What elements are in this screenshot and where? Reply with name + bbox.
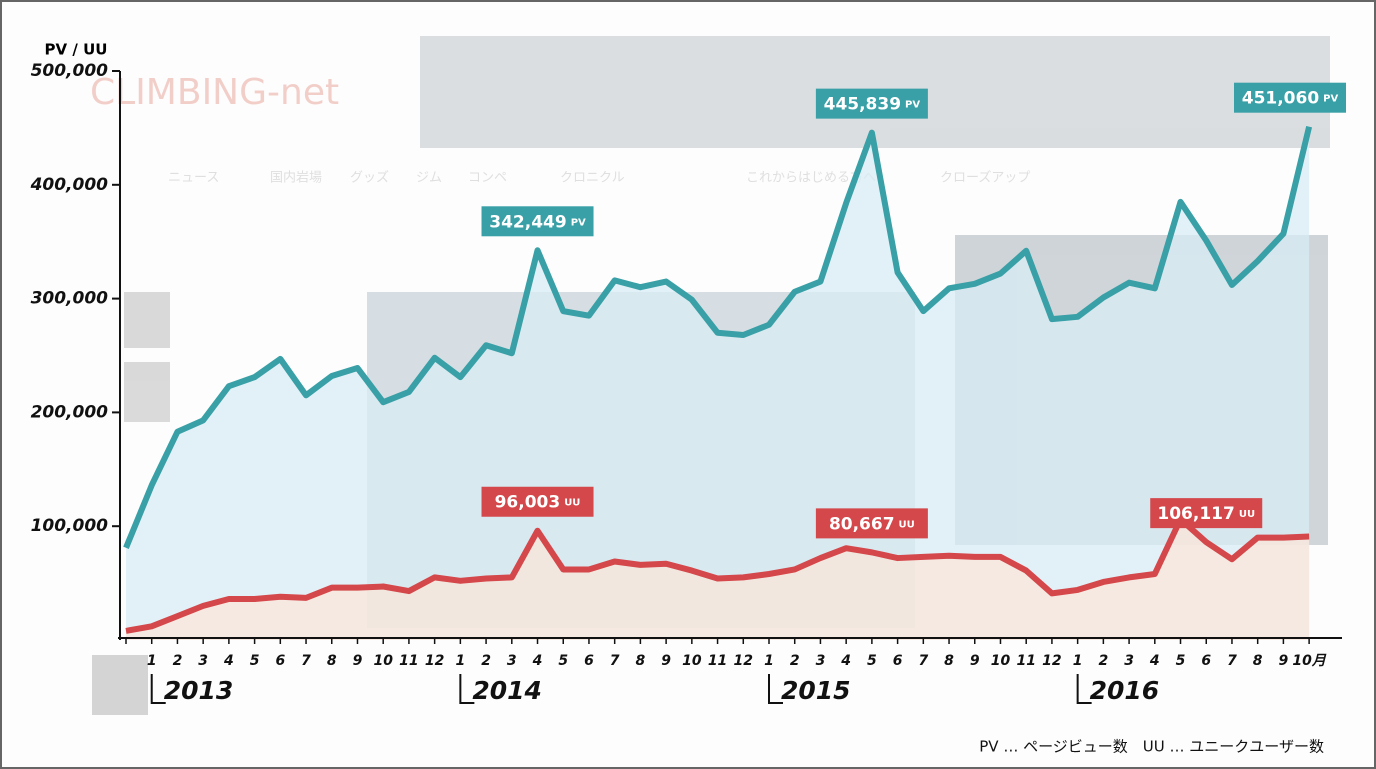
logo: CLIMBING-net: [90, 72, 339, 113]
x-tick-label: 10月: [1292, 653, 1326, 669]
y-tick-label: 300,000: [31, 289, 109, 309]
x-tick-label: 1: [455, 653, 465, 669]
x-tick-label: 6: [1201, 653, 1211, 669]
x-tick-label: 12: [1042, 653, 1061, 669]
x-tick-label: 2: [790, 653, 800, 669]
year-label: 2014: [472, 676, 542, 705]
x-tick-label: 9: [661, 653, 671, 669]
x-tick-label: 1: [147, 653, 157, 669]
x-tick-label: 11: [1016, 653, 1035, 669]
thumb: [92, 655, 148, 715]
value-label-unit: PV: [571, 217, 586, 228]
x-tick-label: 3: [816, 653, 826, 669]
x-tick-label: 5: [558, 653, 568, 669]
x-tick-label: 6: [584, 653, 594, 669]
year-label: 2015: [781, 676, 851, 705]
x-tick-label: 5: [867, 653, 877, 669]
x-tick-label: 11: [708, 653, 727, 669]
x-tick-label: 2: [1098, 653, 1108, 669]
x-tick-label: 8: [636, 653, 646, 669]
nav-item: クローズアップ: [940, 170, 1030, 186]
year-label: 2016: [1090, 676, 1160, 705]
nav-item: グッズ: [350, 170, 389, 186]
nav-item: クロニクル: [560, 171, 625, 186]
x-tick-label: 11: [399, 653, 418, 669]
x-tick-label: 9: [1279, 653, 1289, 669]
x-tick-label: 10: [682, 653, 702, 669]
nav-item: ジム: [416, 171, 442, 186]
x-tick-label: 12: [734, 653, 753, 669]
value-label-number: 445,839: [824, 95, 901, 115]
thumb: [124, 292, 170, 348]
x-tick-label: 10: [373, 653, 393, 669]
nav-item: ニュース: [168, 171, 219, 186]
x-tick-label: 2: [173, 653, 183, 669]
y-axis-label: PV / UU: [45, 41, 108, 59]
value-label-number: 342,449: [489, 212, 566, 232]
x-tick-label: 4: [840, 653, 851, 669]
value-label-unit: UU: [899, 519, 915, 530]
value-label-number: 106,117: [1157, 504, 1234, 524]
value-label-number: 96,003: [495, 493, 561, 513]
x-tick-label: 8: [1253, 653, 1263, 669]
x-tick-label: 7: [918, 653, 928, 669]
x-tick-label: 7: [1227, 653, 1237, 669]
x-tick-label: 8: [944, 653, 954, 669]
value-label-unit: PV: [905, 100, 920, 111]
x-tick-label: 7: [301, 653, 311, 669]
y-tick-label: 200,000: [31, 402, 109, 422]
value-label-number: 80,667: [829, 514, 895, 534]
x-tick-label: 6: [893, 653, 903, 669]
y-tick-label: 400,000: [30, 175, 109, 195]
x-tick-label: 5: [1176, 653, 1186, 669]
x-tick-label: 6: [275, 653, 285, 669]
x-tick-label: 9: [970, 653, 980, 669]
x-tick-label: 9: [353, 653, 363, 669]
year-label: 2013: [164, 676, 234, 705]
y-tick-label: 500,000: [31, 61, 109, 81]
x-tick-label: 12: [425, 653, 444, 669]
x-tick-label: 4: [223, 653, 234, 669]
x-tick-label: 4: [532, 653, 543, 669]
thumb: [124, 362, 170, 422]
x-tick-label: 2: [481, 653, 491, 669]
value-label-number: 451,060: [1242, 89, 1320, 109]
x-tick-label: 4: [1149, 653, 1160, 669]
value-label-unit: UU: [1239, 509, 1255, 520]
x-tick-label: 3: [198, 653, 208, 669]
value-label-unit: PV: [1323, 94, 1338, 105]
x-tick-label: 1: [764, 653, 774, 669]
nav-item: 国内岩場: [270, 170, 322, 186]
x-tick-label: 3: [507, 653, 517, 669]
x-tick-label: 10: [991, 653, 1011, 669]
y-tick-label: 100,000: [31, 516, 109, 536]
x-tick-label: 1: [1073, 653, 1083, 669]
chart: CLIMBING-net ニュース国内岩場グッズジムコンペクロニクルこれからはじ…: [0, 0, 1376, 769]
x-tick-label: 3: [1124, 653, 1134, 669]
x-tick-label: 8: [327, 653, 337, 669]
legend-note: PV … ページビュー数 UU … ユニークユーザー数: [979, 738, 1324, 756]
value-label-unit: UU: [564, 498, 580, 509]
x-tick-label: 5: [250, 653, 260, 669]
x-tick-label: 7: [610, 653, 620, 669]
nav-item: コンペ: [468, 171, 507, 186]
